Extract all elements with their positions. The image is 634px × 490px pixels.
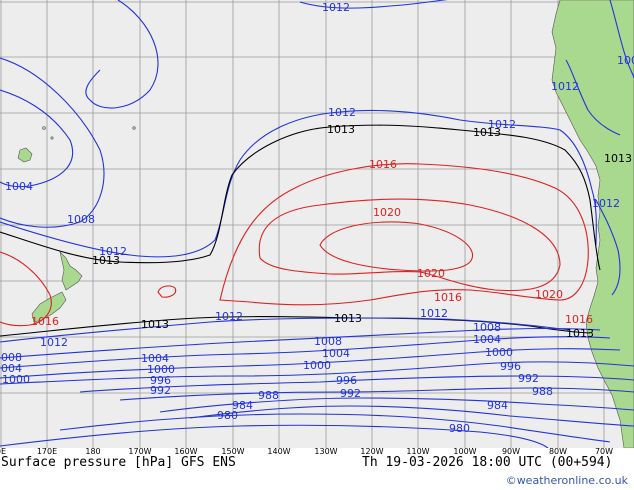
longitude-label: 170W (128, 447, 152, 456)
longitude-label: 140W (267, 447, 291, 456)
island (132, 126, 136, 130)
longitude-label: 110W (406, 447, 430, 456)
isobar-label: 1000 (303, 359, 331, 372)
isobar-label: 1004 (5, 180, 33, 193)
isobar-label: 996 (336, 374, 357, 387)
new-zealand-north-island (59, 251, 83, 291)
isobar-label: 1008 (473, 321, 501, 334)
longitude-label: 160W (174, 447, 198, 456)
isobar-label: 1016 (31, 315, 59, 328)
isobar-label: 1016 (369, 158, 397, 171)
isobar-label: 1004 (322, 347, 350, 360)
isobar-label: 1012 (40, 336, 68, 349)
isobar-label: 980 (217, 409, 238, 422)
isobar-label: 984 (487, 399, 508, 412)
isobar-label: 1000 (147, 363, 175, 376)
longitude-label: 180 (85, 447, 101, 456)
isobar-label: 1012 (592, 197, 620, 210)
isobar-label: 1020 (417, 267, 445, 280)
isobar-label: 1016 (434, 291, 462, 304)
isobar-label: 1008 (0, 351, 22, 364)
isobar-label: 992 (150, 384, 171, 397)
isobar-label: 1020 (373, 206, 401, 219)
credit-link[interactable]: ©weatheronline.co.uk (505, 474, 628, 487)
isobar-label: 1013 (334, 312, 362, 325)
isobar-label: 980 (449, 422, 470, 435)
longitude-label: 130W (314, 447, 338, 456)
isobar-label: 100 (617, 54, 634, 67)
isobar-label: 992 (518, 372, 539, 385)
isobar-label: 1000 (485, 346, 513, 359)
isobar-label: 996 (150, 374, 171, 387)
isobar-label: 996 (500, 360, 521, 373)
longitude-label: 100W (453, 447, 477, 456)
isobar-label: 1013 (141, 318, 169, 331)
isobar-label: 1012 (215, 310, 243, 323)
isobar-label: 1004 (473, 333, 501, 346)
longitude-label: 150W (221, 447, 245, 456)
isobar-label: 988 (258, 389, 279, 402)
isobar-label: 1000 (2, 373, 30, 386)
isobar-label: 1016 (565, 313, 593, 326)
isobar-label: 988 (532, 385, 553, 398)
land-masses (17, 0, 634, 449)
longitude-label: 120W (360, 447, 384, 456)
isobar-label: 1008 (314, 335, 342, 348)
isobar-label: 1013 (473, 126, 501, 139)
isobar-label: 1012 (328, 106, 356, 119)
longitude-label: 0E (0, 447, 7, 456)
new-caledonia (17, 147, 33, 163)
map-title: Surface pressure [hPa] GFS ENS (1, 455, 236, 470)
longitude-label: 70W (594, 447, 614, 456)
isobar-label: 1013 (92, 254, 120, 267)
isobar-label: 1012 (99, 245, 127, 258)
isobar-label: 1012 (551, 80, 579, 93)
isobar-labels: 1012 1012 1012 1004 1008 1012 1013 1013 … (0, 1, 634, 435)
isobar-label: 1013 (327, 123, 355, 136)
isobars (0, 0, 634, 449)
longitude-label: 90W (501, 447, 521, 456)
longitude-label: 80W (548, 447, 568, 456)
isobar-label: 1004 (0, 362, 22, 375)
isobar-label: 1013 (566, 327, 594, 340)
longitude-label: 170E (36, 447, 58, 456)
new-zealand-south-island (31, 291, 67, 323)
isobar-label: 992 (340, 387, 361, 400)
bottom-strip (0, 448, 634, 490)
isobar-label: 1008 (67, 213, 95, 226)
south-america-landmass (551, 0, 634, 449)
valid-time: Th 19-03-2026 18:00 UTC (00+594) (362, 455, 613, 470)
isobar-label: 1020 (535, 288, 563, 301)
isobar-label: 1013 (604, 152, 632, 165)
isobar-label: 1004 (141, 352, 169, 365)
isobar-label: 984 (232, 399, 253, 412)
isobar-label: 1012 (420, 307, 448, 320)
island (50, 136, 54, 140)
isobar-label: 1012 (322, 1, 350, 14)
isobar-label: 1012 (488, 118, 516, 131)
island (42, 126, 46, 130)
